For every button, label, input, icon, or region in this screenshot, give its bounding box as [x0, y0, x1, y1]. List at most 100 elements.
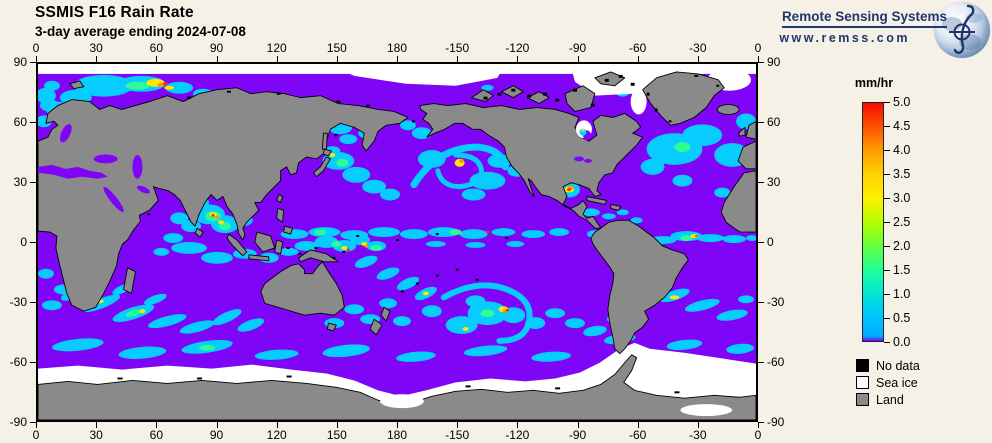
axis-tick-mark [457, 56, 459, 62]
axis-tick-mark [276, 56, 278, 62]
axis-tick-label: 60 [149, 428, 164, 442]
axis-tick-mark [577, 422, 579, 428]
axis-tick-label: -90 [568, 41, 587, 55]
axis-tick-label: 30 [767, 175, 781, 189]
axis-tick-mark [457, 422, 459, 428]
colorbar-tick-mark [884, 174, 890, 175]
colorbar-tick-label: 4.0 [893, 143, 911, 157]
page-title: SSMIS F16 Rain Rate [35, 4, 194, 21]
header: SSMIS F16 Rain Rate 3-day average ending… [35, 4, 246, 39]
rain-rate-world-map [36, 62, 758, 422]
axis-tick-mark [36, 56, 37, 62]
axis-tick-label: 30 [13, 175, 27, 189]
axis-tick-label: 0 [754, 41, 762, 55]
axis-tick-label: 60 [149, 41, 164, 55]
axis-tick-label: -30 [689, 428, 707, 442]
colorbar-tick-mark [884, 102, 890, 103]
axis-tick-mark [697, 422, 699, 428]
globe-integral-icon [942, 4, 982, 54]
axis-tick-label: 90 [767, 55, 781, 69]
world-map-svg [38, 64, 756, 420]
axis-tick-label: 90 [209, 41, 224, 55]
colorbar [862, 102, 884, 342]
axis-tick-mark [216, 422, 218, 428]
axis-tick-label: 0 [20, 235, 27, 249]
colorbar-tick-mark [884, 126, 890, 127]
axis-tick-label: -150 [445, 428, 470, 442]
axis-tick-mark [577, 56, 579, 62]
axis-tick-mark [758, 422, 759, 428]
axis-tick-label: 0 [32, 428, 40, 442]
axis-tick-mark [758, 56, 759, 62]
axis-tick-mark [758, 62, 764, 63]
axis-tick-mark [276, 422, 278, 428]
colorbar-tick-mark [884, 270, 890, 271]
axis-tick-mark [30, 122, 36, 123]
legend-label: Land [876, 392, 904, 407]
colorbar-tick-mark [884, 150, 890, 151]
axis-tick-label: -30 [767, 295, 785, 309]
colorbar-tick-labels: 5.0 4.5 4.0 3.5 3.0 2.5 2.0 1.5 1.0 0.5 0.0 [884, 95, 930, 349]
colorbar-tick-label: 5.0 [893, 95, 911, 109]
land-layer [38, 71, 756, 420]
axis-tick-mark [758, 302, 764, 303]
axis-tick-mark [517, 56, 519, 62]
colorbar-tick-mark [884, 294, 890, 295]
land-swatch [856, 393, 869, 406]
axis-tick-mark [336, 56, 338, 62]
axis-tick-label: 150 [326, 41, 347, 55]
logo-website-link[interactable]: www.remss.com [779, 31, 910, 45]
no-data-swatch [856, 359, 869, 372]
colorbar-tick-label: 0.5 [893, 311, 911, 325]
axis-tick-label: 60 [13, 115, 27, 129]
axis-tick-label: 180 [386, 41, 408, 55]
axis-tick-mark [758, 362, 764, 363]
axis-tick-mark [156, 422, 158, 428]
longitude-axis-top: 0 30 60 90 120 150 180 -150 -120 -90 -60 -30 0 [33, 40, 761, 62]
axis-tick-label: 150 [326, 428, 347, 442]
axis-tick-label: 0 [767, 235, 774, 249]
axis-tick-mark [30, 362, 36, 363]
latitude-axis-right: 90 60 30 0 -30 -60 -90 [758, 55, 792, 429]
map-legend: No data Sea ice Land [856, 357, 920, 408]
axis-tick-mark [697, 56, 699, 62]
legend-label: Sea ice [876, 375, 918, 390]
axis-tick-mark [758, 422, 764, 423]
axis-tick-mark [30, 242, 36, 243]
axis-tick-label: -90 [9, 415, 27, 429]
axis-tick-mark [36, 422, 37, 428]
colorbar-tick-mark [884, 246, 890, 247]
colorbar-tick-label: 3.5 [893, 167, 911, 181]
colorbar-tick-label: 2.5 [893, 215, 911, 229]
axis-tick-label: 90 [209, 428, 224, 442]
inland-seas-layer [38, 108, 653, 213]
axis-tick-label: 0 [754, 428, 762, 442]
colorbar-tick-mark [884, 198, 890, 199]
no-data-layer [117, 74, 720, 394]
axis-tick-label: 60 [767, 115, 781, 129]
axis-tick-label: 180 [386, 428, 408, 442]
axis-tick-mark [758, 242, 764, 243]
axis-tick-mark [96, 422, 98, 428]
latitude-axis-left: 90 60 30 0 -30 -60 -90 [2, 55, 36, 429]
axis-tick-label: 30 [89, 41, 103, 55]
remss-logo: Remote Sensing Systems www.remss.com [722, 0, 992, 62]
axis-tick-mark [758, 122, 764, 123]
axis-tick-label: 120 [266, 428, 287, 442]
colorbar-tick-mark [884, 222, 890, 223]
axis-tick-label: -120 [505, 41, 530, 55]
legend-item-sea-ice: Sea ice [856, 374, 920, 391]
colorbar-tick-label: 2.0 [893, 239, 911, 253]
axis-tick-label: -120 [505, 428, 530, 442]
axis-tick-label: -60 [9, 355, 27, 369]
globe-icon [934, 2, 990, 58]
colorbar-tick-label: 3.0 [893, 191, 911, 205]
axis-tick-label: -30 [689, 41, 707, 55]
longitude-axis-bottom: 0 30 60 90 120 150 180 -150 -120 -90 -60 -30 0 [32, 422, 761, 442]
axis-tick-mark [96, 56, 98, 62]
colorbar-tick-label: 1.5 [893, 263, 911, 277]
colorbar-tick-mark [884, 318, 890, 319]
axis-tick-label: 120 [266, 41, 287, 55]
axis-tick-label: -90 [767, 415, 785, 429]
axis-tick-mark [397, 422, 398, 428]
